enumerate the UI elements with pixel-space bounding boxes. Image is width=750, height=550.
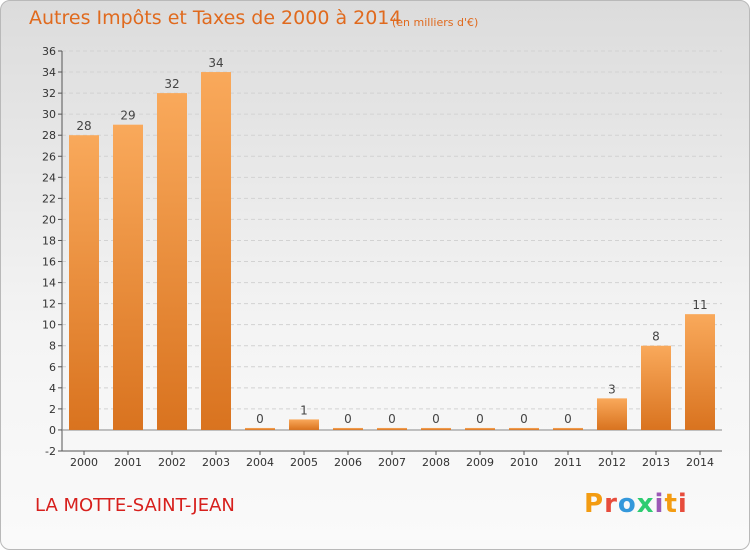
x-tick-label: 2011 — [554, 456, 582, 469]
data-label: 1 — [300, 403, 308, 417]
data-label: 8 — [652, 330, 660, 344]
x-tick-label: 2002 — [158, 456, 186, 469]
data-label: 0 — [432, 412, 440, 426]
y-tick-label: 28 — [42, 129, 56, 142]
bar — [245, 427, 275, 430]
data-label: 3 — [608, 382, 616, 396]
y-tick-label: 16 — [42, 256, 56, 269]
data-labels: 28 29 32 34 0 1 0 0 0 0 0 0 3 8 11 — [76, 56, 707, 426]
bar — [333, 427, 363, 430]
bars — [69, 72, 715, 430]
bar — [421, 427, 451, 430]
bar — [685, 314, 715, 430]
x-tick-label: 2003 — [202, 456, 230, 469]
y-tick-label: 18 — [42, 234, 56, 247]
data-label: 11 — [692, 298, 707, 312]
bar — [465, 427, 495, 430]
y-tick-label: 36 — [42, 45, 56, 58]
x-tick-label: 2006 — [334, 456, 362, 469]
y-tick-label: 30 — [42, 108, 56, 121]
x-tick-label: 2012 — [598, 456, 626, 469]
x-tick-label: 2004 — [246, 456, 274, 469]
data-label: 29 — [120, 109, 135, 123]
y-tick-label: 22 — [42, 192, 56, 205]
y-tick-label: 0 — [49, 424, 56, 437]
y-tick-label: 4 — [49, 382, 56, 395]
data-label: 0 — [256, 412, 264, 426]
bar — [201, 72, 231, 430]
bar — [157, 93, 187, 430]
data-label: 0 — [564, 412, 572, 426]
bar — [69, 135, 99, 430]
logo-letter: t — [664, 489, 678, 519]
logo-letter: r — [604, 489, 618, 519]
logo-letter: P — [584, 489, 605, 519]
y-tick-label: 10 — [42, 319, 56, 332]
logo-letter: i — [677, 489, 688, 519]
bar — [641, 345, 671, 430]
x-tick-labels: 2000 2001 2002 2003 2004 2005 2006 2007 2008 2009… — [70, 456, 714, 469]
x-tick-label: 2000 — [70, 456, 98, 469]
bar — [509, 427, 539, 430]
grid-lines — [62, 50, 722, 452]
data-label: 0 — [344, 412, 352, 426]
x-tick-label: 2008 — [422, 456, 450, 469]
x-tick-label: 2001 — [114, 456, 142, 469]
x-tick-label: 2014 — [686, 456, 714, 469]
y-tick-label: 6 — [49, 361, 56, 374]
logo-letter: i — [654, 489, 665, 519]
proxiti-logo: Proxiti — [584, 489, 688, 519]
y-tick-label: 14 — [42, 277, 56, 290]
y-tick-label: 34 — [42, 66, 56, 79]
data-label: 0 — [388, 412, 396, 426]
y-tick-label: 12 — [42, 298, 56, 311]
bar — [553, 427, 583, 430]
x-tick-label: 2007 — [378, 456, 406, 469]
data-label: 0 — [520, 412, 528, 426]
y-tick-label: 32 — [42, 87, 56, 100]
y-tick-label: 26 — [42, 150, 56, 163]
y-tick-label: 2 — [49, 403, 56, 416]
logo-letter: x — [636, 489, 655, 519]
bar — [289, 419, 319, 430]
bar — [377, 427, 407, 430]
data-label: 32 — [164, 77, 179, 91]
x-tick-label: 2010 — [510, 456, 538, 469]
data-label: 0 — [476, 412, 484, 426]
commune-name: LA MOTTE-SAINT-JEAN — [35, 495, 235, 516]
y-tick-label: 24 — [42, 171, 56, 184]
y-tick-label: 20 — [42, 213, 56, 226]
logo-letter: o — [617, 489, 637, 519]
y-tick-label: 8 — [49, 340, 56, 353]
chart-title: Autres Impôts et Taxes de 2000 à 2014 — [29, 7, 402, 29]
y-tick-label: -2 — [45, 445, 56, 458]
chart-unit: (en milliers d'€) — [392, 16, 479, 29]
x-tick-label: 2009 — [466, 456, 494, 469]
bar — [597, 398, 627, 430]
x-tick-label: 2013 — [642, 456, 670, 469]
x-tick-label: 2005 — [290, 456, 318, 469]
bar — [113, 124, 143, 430]
data-label: 34 — [208, 56, 223, 70]
data-label: 28 — [76, 119, 91, 133]
